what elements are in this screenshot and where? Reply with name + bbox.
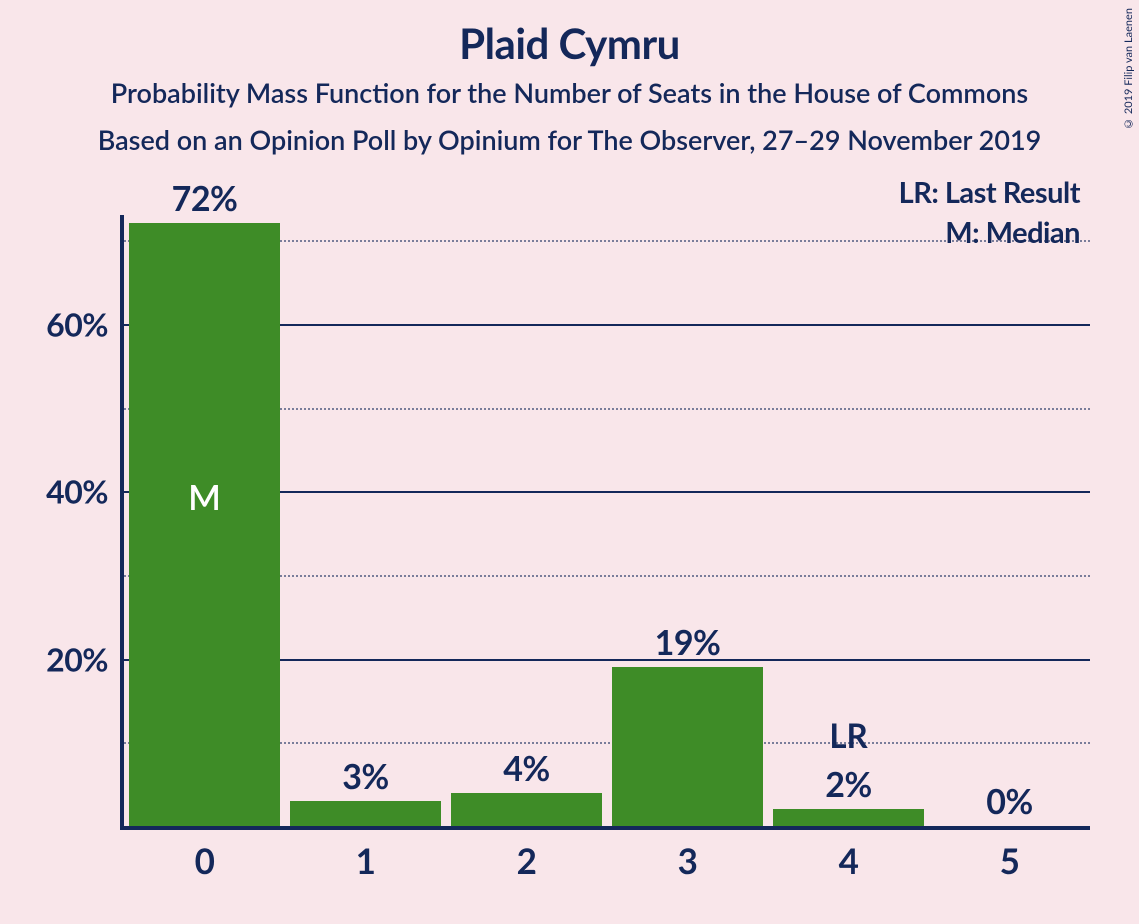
x-axis — [120, 826, 1090, 830]
chart-title: Plaid Cymru — [0, 0, 1139, 68]
chart-subtitle-1: Probability Mass Function for the Number… — [0, 76, 1139, 109]
y-tick-label: 20% — [46, 639, 108, 678]
legend-last-result: LR: Last Result — [899, 175, 1080, 210]
bar — [290, 801, 441, 826]
bar-value-label: 0% — [986, 781, 1033, 822]
x-tick-label: 5 — [1000, 840, 1020, 882]
y-tick-label: 40% — [46, 472, 108, 511]
bar — [451, 793, 602, 826]
median-marker: M — [188, 476, 221, 518]
chart-container: Plaid Cymru Probability Mass Function fo… — [0, 0, 1139, 924]
last-result-marker: LR — [829, 716, 867, 756]
y-axis — [120, 215, 124, 830]
chart-subtitle-2: Based on an Opinion Poll by Opinium for … — [0, 123, 1139, 156]
bar — [612, 667, 763, 826]
copyright-text: © 2019 Filip van Laenen — [1122, 8, 1135, 130]
bar-value-label: 4% — [503, 748, 550, 789]
bar — [129, 223, 280, 826]
y-tick-label: 60% — [46, 304, 108, 343]
bar-value-label: 2% — [825, 764, 872, 805]
x-tick-label: 0 — [195, 840, 215, 882]
bar — [773, 809, 924, 826]
plot-area: 20%40%60% 012345 72%M3%4%19%2%LR0% LR: L… — [120, 215, 1090, 830]
x-tick-label: 4 — [839, 840, 859, 882]
bar-value-label: 72% — [172, 178, 238, 219]
bar-value-label: 3% — [342, 756, 389, 797]
bar-value-label: 19% — [655, 622, 721, 663]
x-tick-label: 1 — [356, 840, 376, 882]
x-tick-label: 3 — [678, 840, 698, 882]
legend-median: M: Median — [945, 215, 1080, 250]
x-tick-label: 2 — [517, 840, 537, 882]
